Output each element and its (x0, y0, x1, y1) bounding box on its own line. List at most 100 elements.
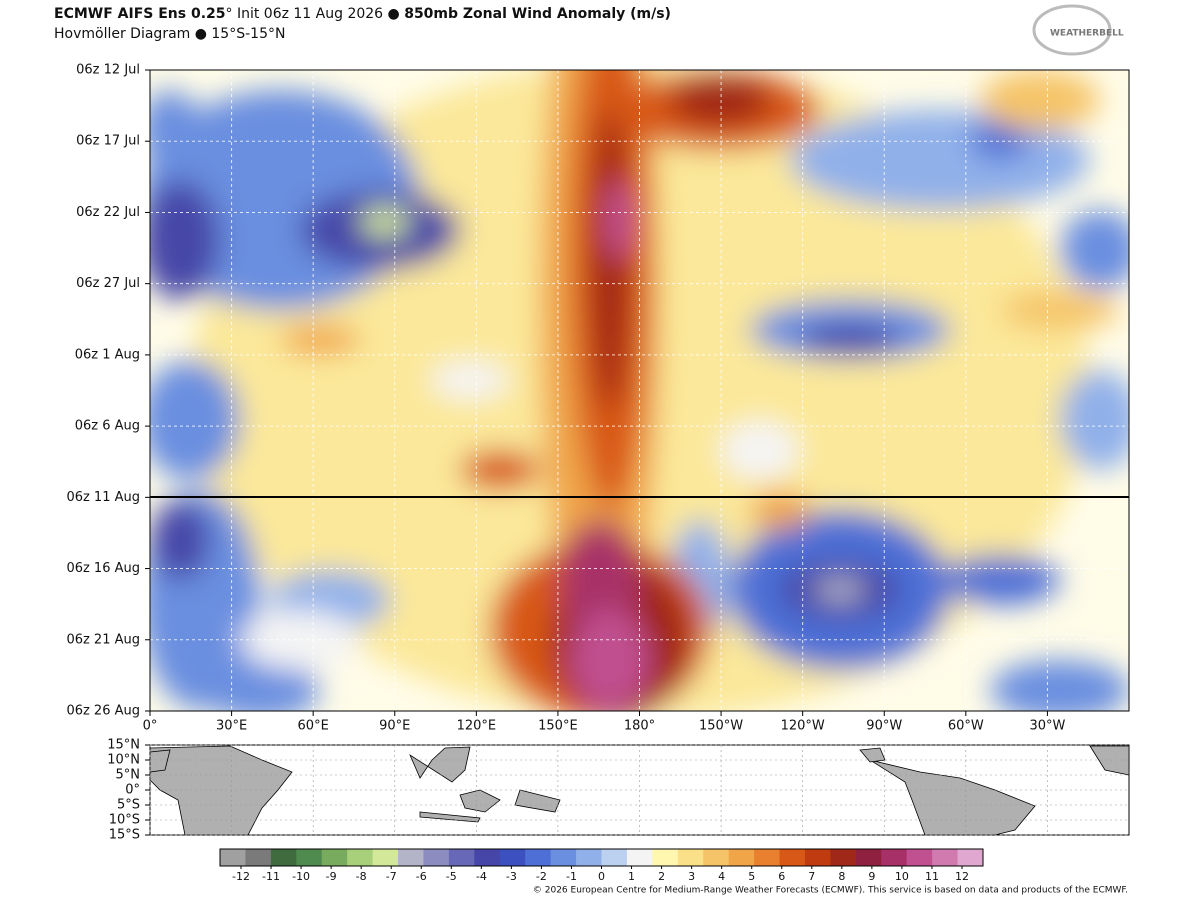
colorbar-tick-label: -8 (356, 870, 367, 883)
x-tick-label: 150°W (699, 719, 743, 734)
x-tick-label: 90°W (866, 719, 902, 734)
map-y-tick-label: 0° (125, 783, 140, 798)
y-tick-label: 06z 17 Jul (76, 134, 140, 149)
colorbar-swatch (474, 849, 501, 866)
field-patch (605, 180, 635, 260)
map-y-tick-label: 5°N (116, 768, 141, 783)
colorbar-swatch (677, 849, 704, 866)
colorbar-tick-label: -10 (292, 870, 310, 883)
field-patch (570, 610, 650, 710)
field-patch (150, 360, 240, 480)
chart-subtitle: Hovmöller Diagram ● 15°S-15°N (54, 26, 285, 42)
chart-title: ECMWF AIFS Ens 0.25° Init 06z 11 Aug 202… (54, 6, 671, 22)
colorbar-tick-label: -4 (476, 870, 487, 883)
colorbar-swatch (728, 849, 755, 866)
colorbar-tick-label: -1 (566, 870, 577, 883)
field-patch (150, 90, 200, 170)
field-patch (1060, 370, 1129, 470)
colorbar-tick-label: 0 (598, 870, 605, 883)
colorbar-swatch (855, 849, 882, 866)
colorbar-tick-label: 10 (895, 870, 909, 883)
colorbar-tick-label: -11 (262, 870, 280, 883)
field-patch (800, 325, 900, 355)
field-patch (360, 207, 410, 237)
field-patch (670, 75, 770, 125)
y-tick-label: 06z 16 Aug (66, 561, 140, 576)
field-patch (150, 500, 210, 580)
colorbar-tick-label: 11 (925, 870, 939, 883)
y-tick-label: 06z 12 Jul (76, 63, 140, 78)
map-y-tick-label: 10°N (107, 753, 140, 768)
x-tick-label: 60°E (298, 719, 329, 734)
y-tick-label: 06z 11 Aug (66, 490, 140, 505)
colorbar-tick-label: -5 (446, 870, 457, 883)
logo: WEATHERBELL (1032, 4, 1124, 56)
colorbar-swatch (652, 849, 679, 866)
x-tick-label: 90°E (379, 719, 410, 734)
colorbar-tick-label: 9 (868, 870, 875, 883)
colorbar-tick-label: 5 (748, 870, 755, 883)
colorbar-swatch (957, 849, 984, 866)
colorbar-swatch (423, 849, 450, 866)
colorbar-tick-label: 12 (955, 870, 969, 883)
title-part: 850mb Zonal Wind Anomaly (m/s) (404, 6, 671, 22)
x-tick-label: 180° (624, 719, 655, 734)
colorbar-tick-label: -2 (536, 870, 547, 883)
colorbar-tick-label: -3 (506, 870, 517, 883)
colorbar-tick-label: -6 (416, 870, 427, 883)
map-y-tick-label: 15°N (107, 738, 140, 753)
map-grid (149, 744, 1129, 836)
colorbar-swatch (779, 849, 806, 866)
title-part: ECMWF AIFS Ens 0.25 (54, 6, 226, 22)
colorbar-tick-label: 7 (808, 870, 815, 883)
y-tick-label: 06z 26 Aug (66, 704, 140, 719)
field-patch (990, 660, 1129, 711)
field-patch (460, 450, 540, 490)
colorbar-swatch (576, 849, 602, 866)
field-patch (590, 110, 630, 410)
colorbar-swatch (601, 849, 628, 866)
colorbar-swatch (499, 849, 526, 866)
x-tick-label: 0° (143, 719, 158, 734)
colorbar-swatch (245, 849, 272, 866)
colorbar-swatch (626, 849, 653, 866)
colorbar-swatch (525, 849, 552, 866)
map-y-tick-label: 5°S (117, 798, 140, 813)
field-patch (980, 70, 1100, 130)
colorbar-tick-label: -7 (386, 870, 397, 883)
colorbar: -12 -11 -10 -9 -8 -7 -6 -5 -4 -3 -2 -1 0 1 2 3 4 5 6 7 8 9 10 1… (219, 848, 984, 883)
colorbar-tick-label: 4 (718, 870, 725, 883)
field-patch (150, 180, 220, 300)
colorbar-swatch (220, 849, 246, 866)
y-tick-label: 06z 6 Aug (75, 419, 140, 434)
x-tick-label: 60°W (948, 719, 984, 734)
field-patch (430, 360, 510, 400)
x-tick-label: 120°E (457, 719, 497, 734)
colorbar-swatch (932, 849, 959, 866)
colorbar-swatch (830, 849, 857, 866)
y-tick-label: 06z 21 Aug (66, 632, 140, 647)
field-patch (1000, 290, 1120, 330)
x-tick-label: 120°W (781, 719, 825, 734)
field-patch (720, 420, 800, 480)
colorbar-swatch (550, 849, 577, 866)
field-patch (970, 120, 1030, 160)
colorbar-tick-label: 3 (688, 870, 695, 883)
colorbar-swatch (270, 849, 297, 866)
y-tick-label: 06z 1 Aug (75, 347, 140, 362)
field-patch (940, 555, 1060, 605)
x-tick-label: 30°W (1029, 719, 1065, 734)
colorbar-tick-label: -12 (232, 870, 250, 883)
colorbar-swatch (321, 849, 348, 866)
colorbar-swatch (398, 849, 424, 866)
field-patch (1060, 210, 1129, 290)
field-patch (560, 520, 640, 640)
title-part: ° Init 06z 11 Aug 2026 ● (226, 6, 405, 22)
colorbar-swatch (703, 849, 730, 866)
field-patch (815, 578, 865, 602)
x-tick-label: 30°E (216, 719, 247, 734)
y-tick-label: 06z 22 Jul (76, 205, 140, 220)
colorbar-tick-label: 6 (778, 870, 785, 883)
colorbar-swatch (881, 849, 908, 866)
colorbar-tick-label: 2 (658, 870, 665, 883)
